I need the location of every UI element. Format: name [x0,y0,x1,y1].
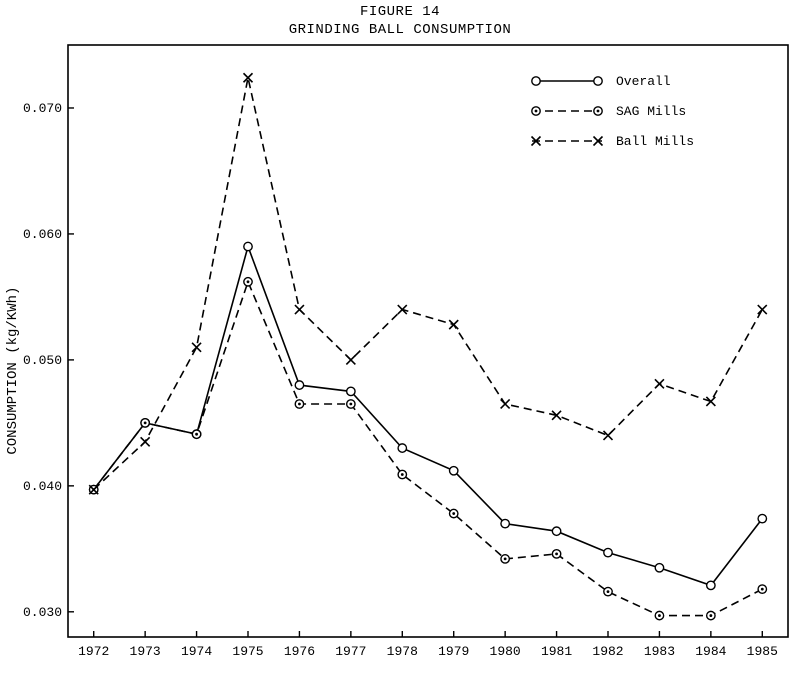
x-tick-label: 1978 [387,644,418,659]
series-sag-mills [90,278,767,620]
marker-circle [707,581,715,589]
y-tick-label: 0.030 [23,605,62,620]
marker-circle [604,548,612,556]
legend-label: Overall [616,74,671,89]
y-tick-label: 0.060 [23,227,62,242]
x-tick-label: 1981 [541,644,572,659]
marker-circle [552,527,560,535]
figure-header: FIGURE 14 GRINDING BALL CONSUMPTION [0,0,800,39]
y-tick-label: 0.070 [23,101,62,116]
x-tick-label: 1983 [644,644,675,659]
marker-dot [555,552,558,555]
chart-title: GRINDING BALL CONSUMPTION [0,22,800,40]
legend-label: Ball Mills [616,134,694,149]
marker-circle [450,467,458,475]
grinding-ball-consumption-chart: 0.030 0.040 0.050 0.060 0.070 1972 1973 1974 197… [0,39,800,689]
marker-dot [607,590,610,593]
marker-circle [655,564,663,572]
marker-dot [535,110,538,113]
x-tick-label: 1974 [181,644,212,659]
legend: Overall SAG Mills Ball Mills [532,74,695,149]
marker-circle [295,381,303,389]
x-tick-label: 1973 [130,644,161,659]
marker-dot [401,473,404,476]
marker-dot [349,403,352,406]
marker-dot [597,110,600,113]
x-tick-label: 1982 [592,644,623,659]
marker-dot [709,614,712,617]
x-tick-label: 1976 [284,644,315,659]
chart-container: 0.030 0.040 0.050 0.060 0.070 1972 1973 1974 197… [0,39,800,689]
marker-dot [658,614,661,617]
marker-dot [298,403,301,406]
marker-circle [594,77,602,85]
figure-number: FIGURE 14 [0,4,800,22]
x-tick-label: 1985 [747,644,778,659]
marker-circle [244,242,252,250]
marker-circle [347,387,355,395]
marker-dot [504,558,507,561]
marker-dot [452,512,455,515]
y-tick-label: 0.050 [23,353,62,368]
marker-circle [758,514,766,522]
x-tick-label: 1972 [78,644,109,659]
legend-label: SAG Mills [616,104,686,119]
x-tick-label: 1975 [232,644,263,659]
x-tick-label: 1979 [438,644,469,659]
marker-dot [761,588,764,591]
series-overall [90,242,767,589]
x-tick-label: 1977 [335,644,366,659]
marker-dot [144,421,147,424]
y-tick-label: 0.040 [23,479,62,494]
x-tick-label: 1980 [490,644,521,659]
series-line [94,247,763,586]
marker-dot [195,433,198,436]
marker-circle [532,77,540,85]
marker-circle [398,444,406,452]
x-tick-label: 1984 [695,644,726,659]
y-axis-label: CONSUMPTION (kg/KWh) [5,287,21,455]
marker-dot [247,280,250,283]
marker-circle [501,519,509,527]
